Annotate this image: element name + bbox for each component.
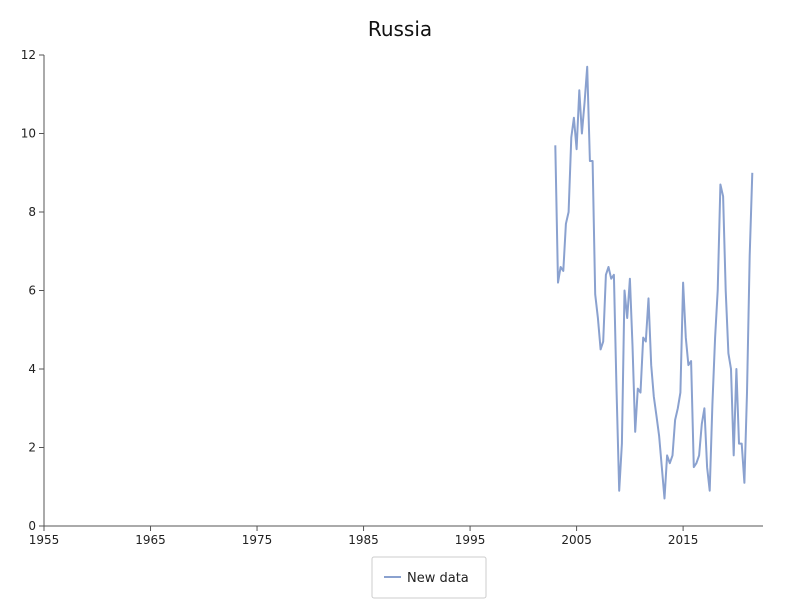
x-tick-label: 1995 (455, 533, 486, 547)
y-tick-label: 2 (28, 441, 36, 455)
series-layer (554, 65, 754, 500)
x-tick-label: 1955 (29, 533, 60, 547)
y-tick-label: 0 (28, 519, 36, 533)
legend-box (371, 556, 487, 599)
x-axis: 1955 1965 1975 1985 1995 2005 2015 (29, 525, 763, 547)
x-tick-label: 2015 (668, 533, 699, 547)
y-tick-label: 8 (28, 205, 36, 219)
x-tick-label: 1965 (135, 533, 166, 547)
y-tick-label: 10 (21, 127, 36, 141)
chart-title: Russia (368, 17, 432, 41)
series-line-0 (554, 65, 754, 500)
x-tick-label: 1975 (242, 533, 273, 547)
legend-label-new-data[interactable]: New data (407, 571, 469, 586)
y-tick-label: 4 (28, 362, 36, 376)
x-tick-label: 2005 (561, 533, 592, 547)
x-tick-label: 1985 (348, 533, 379, 547)
legend[interactable]: New data (371, 556, 487, 599)
y-tick-label: 6 (28, 284, 36, 298)
y-axis: 0 2 4 6 8 10 12 (21, 48, 45, 533)
y-tick-label: 12 (21, 48, 36, 62)
